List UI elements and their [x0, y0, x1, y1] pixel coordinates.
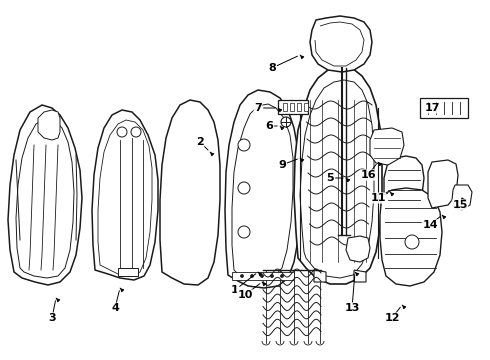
Circle shape: [238, 139, 250, 151]
Polygon shape: [160, 100, 220, 285]
Circle shape: [250, 274, 253, 278]
Polygon shape: [380, 188, 442, 286]
Polygon shape: [314, 270, 326, 282]
Text: 4: 4: [111, 303, 119, 313]
Polygon shape: [118, 268, 138, 276]
Polygon shape: [452, 185, 472, 210]
Text: 11: 11: [370, 193, 386, 203]
Polygon shape: [225, 90, 300, 288]
Text: 15: 15: [452, 200, 467, 210]
Circle shape: [405, 235, 419, 249]
Polygon shape: [38, 110, 60, 140]
Polygon shape: [346, 236, 370, 262]
Polygon shape: [304, 103, 308, 111]
Circle shape: [280, 274, 284, 278]
Polygon shape: [294, 66, 382, 284]
Polygon shape: [290, 103, 294, 111]
Text: 14: 14: [422, 220, 438, 230]
Text: 1: 1: [231, 285, 239, 295]
Polygon shape: [428, 160, 458, 208]
Circle shape: [281, 117, 291, 127]
Polygon shape: [8, 105, 82, 285]
Text: 2: 2: [196, 137, 204, 147]
Polygon shape: [232, 272, 294, 280]
Polygon shape: [278, 100, 308, 114]
Text: 3: 3: [48, 313, 56, 323]
Circle shape: [238, 226, 250, 238]
Polygon shape: [420, 98, 468, 118]
Circle shape: [238, 182, 250, 194]
Circle shape: [241, 274, 244, 278]
Polygon shape: [310, 16, 372, 72]
Text: 10: 10: [237, 290, 253, 300]
Circle shape: [131, 127, 141, 137]
Polygon shape: [92, 110, 158, 280]
Circle shape: [117, 127, 127, 137]
Polygon shape: [297, 103, 301, 111]
Text: 8: 8: [268, 63, 276, 73]
Polygon shape: [283, 103, 287, 111]
Text: 13: 13: [344, 303, 360, 313]
Circle shape: [270, 274, 273, 278]
Polygon shape: [354, 270, 366, 282]
Text: 9: 9: [278, 160, 286, 170]
Text: 7: 7: [254, 103, 262, 113]
Text: 5: 5: [326, 173, 334, 183]
Circle shape: [261, 274, 264, 278]
Polygon shape: [370, 128, 404, 165]
Polygon shape: [384, 156, 424, 215]
Text: 17: 17: [424, 103, 440, 113]
Text: 12: 12: [384, 313, 400, 323]
Text: 6: 6: [265, 121, 273, 131]
Text: 16: 16: [360, 170, 376, 180]
